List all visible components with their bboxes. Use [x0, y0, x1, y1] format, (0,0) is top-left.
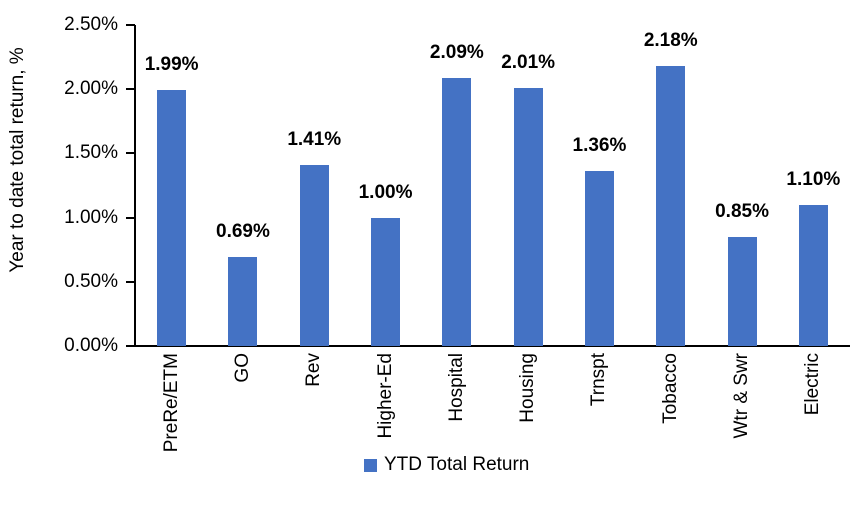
bar-tobacco	[656, 66, 686, 346]
data-label: 2.09%	[429, 41, 484, 63]
y-tick-mark	[126, 280, 135, 283]
bar-housing	[513, 87, 543, 346]
x-category-label: Tobacco	[659, 353, 681, 424]
y-tick-label: 1.00%	[64, 206, 118, 228]
y-axis-line	[134, 25, 136, 347]
bar-hospital	[442, 77, 472, 346]
y-tick-mark	[126, 345, 135, 347]
bar-higher-ed	[371, 217, 401, 346]
legend: YTD Total Return	[364, 454, 529, 476]
data-label: 2.01%	[501, 51, 556, 73]
bar-prere-etm	[157, 90, 187, 346]
y-tick-label: 1.50%	[64, 142, 118, 164]
data-label: 2.18%	[643, 30, 698, 52]
data-label: 1.10%	[786, 168, 841, 190]
x-category-label: PreRe/ETM	[160, 353, 182, 453]
x-category-label: Rev	[303, 353, 325, 387]
data-label: 1.00%	[358, 181, 413, 203]
x-category-label: GO	[231, 353, 253, 383]
data-label: 0.69%	[216, 221, 270, 243]
data-label: 0.85%	[715, 200, 769, 222]
y-tick-mark	[126, 152, 135, 155]
y-tick-mark	[126, 24, 135, 26]
y-axis-title: Year to date total return, %	[7, 47, 28, 273]
x-category-label: Trnspt	[588, 353, 610, 407]
y-tick-label: 2.00%	[64, 78, 118, 100]
y-tick-label: 0.50%	[64, 270, 118, 292]
bar-electric	[798, 204, 828, 346]
y-tick-mark	[126, 216, 135, 219]
data-label: 1.41%	[287, 128, 342, 150]
data-label: 1.99%	[144, 54, 199, 76]
y-tick-label: 2.50%	[64, 14, 118, 35]
bar-wtr-swr	[727, 236, 757, 346]
legend-color-swatch-icon	[364, 458, 377, 472]
x-category-label: Wtr & Swr	[731, 353, 753, 439]
legend-label: YTD Total Return	[384, 454, 530, 475]
bar-rev	[299, 164, 329, 346]
bar-go	[228, 257, 258, 346]
y-tick-label: 0.00%	[64, 335, 118, 356]
x-axis-line	[134, 345, 850, 347]
bar-trnspt	[584, 171, 614, 346]
y-tick-mark	[126, 88, 135, 91]
data-label: 1.36%	[572, 135, 627, 157]
x-category-label: Electric	[802, 353, 824, 416]
